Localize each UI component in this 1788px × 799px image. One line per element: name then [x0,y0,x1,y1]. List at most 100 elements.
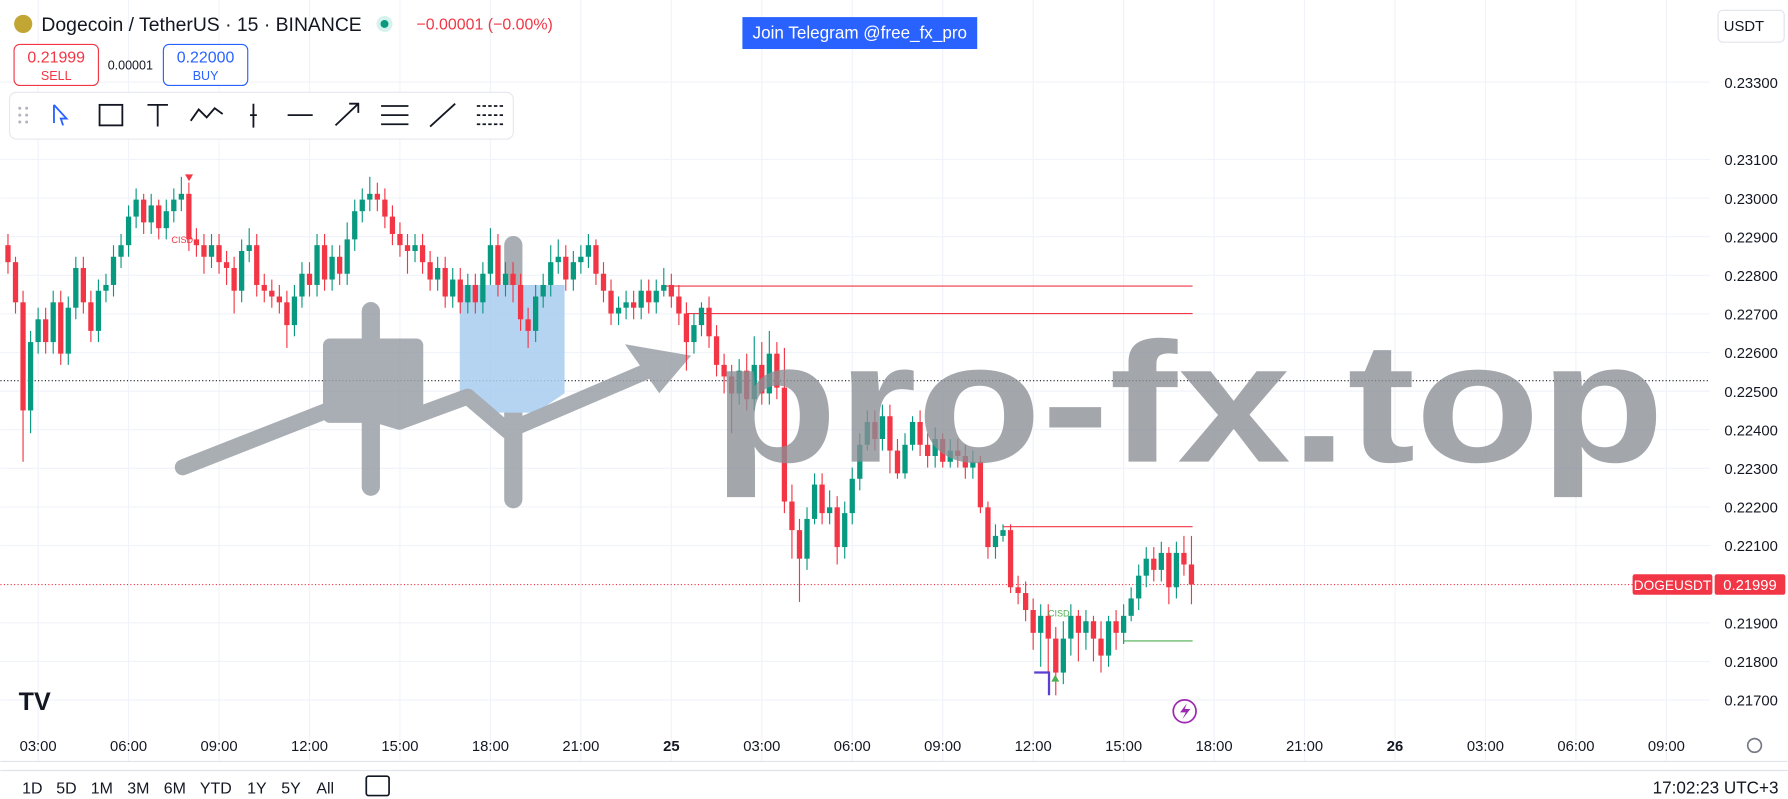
candle-body [133,199,139,217]
x-tick-label: 26 [1387,739,1403,755]
range-button[interactable]: 1M [91,780,113,797]
candle-body [125,216,132,246]
candle-body [909,422,916,445]
candle-body [623,302,629,308]
candle-body [73,267,79,308]
x-tick-label: 25 [663,739,679,755]
candle-body [284,302,290,326]
candle-body [239,250,245,291]
x-tick-label: 12:00 [1015,739,1052,755]
buy-marker [1051,674,1060,682]
candle-body [789,501,795,531]
candle-body [231,267,237,291]
annotation: CISD [171,235,193,245]
range-button[interactable]: 5D [56,780,76,797]
candle-body [480,273,486,303]
candle-body [156,205,162,229]
candle-body [472,284,478,303]
candle-body [1143,558,1149,576]
candle-body [698,307,705,326]
candle-body [186,193,192,240]
tool-cursor[interactable] [53,104,69,126]
candle-body [27,342,34,411]
candle-body [141,199,147,223]
y-tick-label: 0.23300 [1724,76,1777,92]
symbol-title[interactable]: Dogecoin / TetherUS · 15 · BINANCE [41,14,361,36]
tool-arrow[interactable] [334,102,360,127]
y-tick-label: 0.23000 [1724,192,1777,208]
date-range-icon[interactable] [365,775,390,797]
tool-path[interactable] [189,107,224,122]
candle-body [887,416,893,451]
sell-button[interactable] [13,43,99,87]
y-tick-label: 0.23100 [1724,153,1777,169]
candle-body [631,302,637,308]
candle-body [1128,598,1134,616]
y-tick-label: 0.22100 [1724,539,1777,555]
y-tick-label: 0.22400 [1724,423,1777,439]
range-button[interactable]: 1Y [247,780,267,797]
tool-rect[interactable] [98,103,124,127]
candle-body [1007,530,1014,588]
x-tick-label: 06:00 [834,739,871,755]
spread: 0.00001 [108,59,153,73]
candle-body [706,307,712,337]
candle-body [269,290,275,297]
levels [0,285,1711,642]
tool-text[interactable] [147,103,168,127]
candle-body [593,245,599,274]
candle-body [940,438,946,462]
tool-trend[interactable] [429,103,456,128]
candle-body [955,450,961,456]
candle-body [163,211,169,229]
x-tick-label: 18:00 [1196,739,1233,755]
range-button[interactable]: 6M [164,780,186,797]
candle-body [1000,530,1006,536]
candle-body [352,211,358,240]
tool-vline[interactable] [250,103,257,128]
x-tick-label: 06:00 [110,739,147,755]
price-change: −0.00001 (−0.00%) [416,17,552,34]
candle-body [729,376,735,394]
candle-body [857,444,863,479]
range-button[interactable]: 3M [127,780,149,797]
candle-body [427,262,433,280]
x-tick-label: 03:00 [743,739,780,755]
candle-body [58,302,64,354]
range-bar: 1D 5D 1M 3M 6M YTD 1Y 5Y All [22,780,334,797]
y-tick-label: 0.22500 [1724,385,1777,401]
price-tag-text: 0.21999 [1723,578,1777,594]
candle-body [254,245,260,285]
candle-body [201,245,207,257]
clock: 17:02:23 UTC+3 [1653,778,1779,797]
buy-button[interactable] [162,43,249,87]
currency-button[interactable] [1717,9,1785,43]
candle-body [713,336,720,365]
candle-body [80,267,86,303]
range-button[interactable]: 1D [22,780,42,797]
candle-body [1098,638,1104,656]
candle-body [721,364,727,377]
y-tick-label: 0.21700 [1724,694,1777,710]
status-dot [380,19,389,28]
candle-body [118,245,124,257]
candle-body [1090,621,1097,639]
range-button[interactable]: All [316,780,334,797]
banner[interactable] [742,17,978,50]
range-button[interactable]: 5Y [281,780,301,797]
candle-body [276,296,282,303]
settings-icon[interactable] [1746,737,1763,754]
candle-body [65,307,71,354]
tool-channel[interactable] [476,105,504,126]
candle-body [95,290,102,331]
candle-body [932,438,938,456]
y-tick-label: 0.22600 [1724,346,1777,362]
candle-body [1113,621,1119,633]
range-button[interactable]: YTD [200,780,232,797]
tool-fib[interactable] [381,105,409,126]
overlay: CISD CISD [171,174,1070,696]
toolbar [8,91,514,140]
candle-body [540,284,546,297]
candle-body [382,199,388,217]
